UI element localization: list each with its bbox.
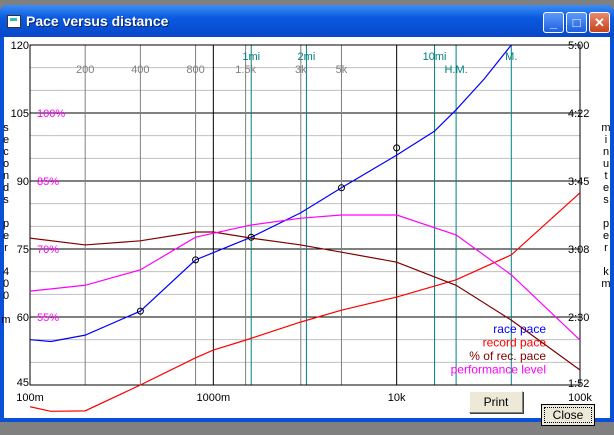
y-left-tick-label: 60 bbox=[17, 312, 29, 324]
race-distance-label: H.M. bbox=[444, 64, 467, 76]
x-bottom-tick-label: 10k bbox=[388, 392, 406, 404]
percent-tick-label: 100% bbox=[37, 108, 65, 120]
y-axis-title: seconds per 400 m bbox=[0, 122, 12, 326]
x-top-tick-label: 1.5k bbox=[235, 64, 256, 76]
legend-entry: % of rec. pace bbox=[469, 349, 546, 363]
race-point-marker bbox=[247, 233, 255, 241]
x-bottom-tick-label: 1000m bbox=[197, 392, 231, 404]
x-top-tick-label: 5k bbox=[336, 64, 348, 76]
race-point-marker bbox=[192, 256, 200, 264]
client-area bbox=[4, 37, 610, 418]
x-bottom-tick-label: 100k bbox=[568, 392, 592, 404]
x-top-tick-label: 200 bbox=[76, 64, 94, 76]
x-top-tick-label: 800 bbox=[186, 64, 204, 76]
race-distance-label: 2mi bbox=[298, 51, 316, 63]
series-line-race-pace bbox=[30, 45, 512, 343]
y-left-tick-label: 75 bbox=[17, 244, 29, 256]
y-left-tick-label: 120 bbox=[11, 40, 29, 52]
percent-tick-label: 85% bbox=[37, 176, 59, 188]
y-right-tick-label: 1:52 bbox=[568, 378, 589, 390]
series-line-performance-level bbox=[30, 214, 580, 341]
window-title: Pace versus distance bbox=[26, 13, 169, 29]
minimize-button[interactable]: _ bbox=[543, 12, 564, 33]
plot-frame bbox=[29, 44, 581, 386]
race-point-marker bbox=[393, 144, 401, 152]
legend-entry: performance level bbox=[451, 363, 546, 377]
percent-tick-label: 55% bbox=[37, 312, 59, 324]
y-left-tick-label: 90 bbox=[17, 176, 29, 188]
y-right-tick-label: 3:08 bbox=[568, 244, 589, 256]
y2-axis-title: minutes per km bbox=[600, 122, 612, 290]
race-distance-label: 10mi bbox=[423, 51, 447, 63]
percent-tick-label: 70% bbox=[37, 244, 59, 256]
y-left-tick-label: 45 bbox=[17, 377, 29, 389]
print-button[interactable]: Print bbox=[469, 391, 523, 413]
y-left-tick-label: 105 bbox=[11, 108, 29, 120]
close-button[interactable]: Close bbox=[541, 404, 595, 426]
series-line--of-rec-pace bbox=[30, 231, 580, 371]
close-button-label: Close bbox=[544, 407, 592, 423]
race-distance-label: 1mi bbox=[242, 51, 260, 63]
y-right-tick-label: 2:30 bbox=[568, 312, 589, 324]
window-close-button[interactable]: ✕ bbox=[589, 12, 610, 33]
y-right-tick-label: 3:45 bbox=[568, 176, 589, 188]
race-distance-label: M. bbox=[505, 51, 517, 63]
maximize-button[interactable]: □ bbox=[566, 12, 587, 33]
y-right-tick-label: 4:22 bbox=[568, 108, 589, 120]
x-top-tick-label: 400 bbox=[131, 64, 149, 76]
title-bar[interactable]: Pace versus distance _ □ ✕ bbox=[0, 5, 614, 37]
legend-entry: record pace bbox=[483, 336, 547, 350]
x-bottom-tick-label: 100m bbox=[16, 392, 44, 404]
y-right-tick-label: 5:00 bbox=[568, 40, 589, 52]
race-point-marker bbox=[337, 184, 345, 192]
legend-entry: race pace bbox=[493, 322, 546, 336]
series-line-record-pace bbox=[30, 192, 580, 412]
x-top-tick-label: 3k bbox=[295, 64, 307, 76]
race-point-marker bbox=[136, 307, 144, 315]
window-icon bbox=[7, 15, 21, 28]
